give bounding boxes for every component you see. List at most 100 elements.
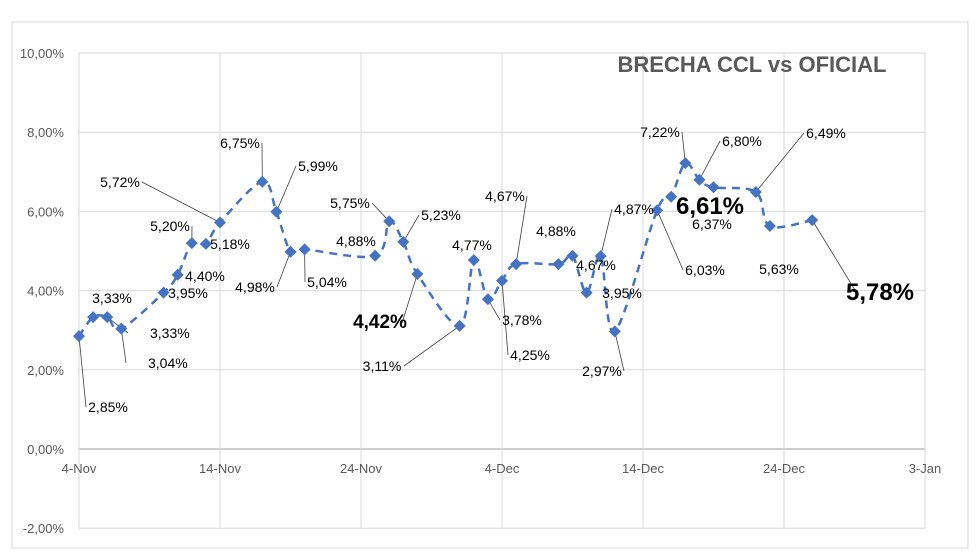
y-tick-label: 8,00% <box>27 125 64 140</box>
data-point-marker <box>651 204 664 217</box>
data-label: 4,87% <box>614 201 654 217</box>
data-label: 7,22% <box>640 124 680 140</box>
data-point-marker <box>806 214 819 227</box>
x-tick-label: 3-Jan <box>909 461 942 476</box>
data-point-marker <box>270 205 283 218</box>
data-point-marker <box>383 215 396 228</box>
series-line <box>77 161 813 337</box>
leader-line <box>276 251 291 288</box>
leader-line <box>600 208 613 257</box>
leader-line <box>78 336 87 408</box>
data-point-marker <box>256 175 269 188</box>
leader-line <box>120 328 127 364</box>
leader-line <box>699 140 721 180</box>
leader-line <box>141 181 221 223</box>
leader-line <box>276 165 297 212</box>
data-label: 2,85% <box>88 399 128 415</box>
data-label: 3,33% <box>150 325 190 341</box>
data-label: 4,67% <box>576 257 616 273</box>
data-label: 6,80% <box>722 133 762 149</box>
data-label: 3,04% <box>148 355 188 371</box>
data-label: 6,61% <box>676 193 744 220</box>
data-point-marker <box>185 237 198 250</box>
leader-line <box>401 273 418 324</box>
data-label: 4,98% <box>235 279 275 295</box>
data-point-marker <box>580 286 593 299</box>
x-tick-label: 24-Dec <box>763 461 805 476</box>
data-label: 4,42% <box>353 312 407 333</box>
x-tick-label: 24-Nov <box>340 461 382 476</box>
data-point-marker <box>594 250 607 263</box>
data-point-marker <box>284 245 297 258</box>
data-point-marker <box>101 311 114 324</box>
data-point-marker <box>115 322 128 335</box>
data-label: 3,95% <box>602 285 642 301</box>
leader-line <box>515 195 528 265</box>
data-point-marker <box>679 157 692 170</box>
y-tick-label: 4,00% <box>27 284 64 299</box>
data-point-marker <box>157 286 170 299</box>
data-point-marker <box>763 220 776 233</box>
data-point-marker <box>199 237 212 250</box>
data-label: 4,67% <box>485 188 525 204</box>
data-point-marker <box>496 274 508 287</box>
data-point-marker <box>214 216 226 229</box>
data-label: 5,18% <box>210 236 250 252</box>
data-label: 4,77% <box>452 237 492 253</box>
data-point-marker <box>608 325 621 338</box>
data-label: 6,49% <box>806 125 846 141</box>
data-point-marker <box>397 235 410 248</box>
data-label: 5,63% <box>759 261 799 277</box>
y-tick-label: 10,00% <box>20 46 65 61</box>
data-point-marker <box>87 311 100 324</box>
data-point-marker <box>693 173 706 186</box>
data-label: 2,97% <box>582 363 622 379</box>
leader-line <box>656 210 684 271</box>
data-label: 6,37% <box>692 216 732 232</box>
data-label: 4,25% <box>510 347 550 363</box>
leader-line <box>501 280 509 356</box>
data-point-marker <box>665 190 678 203</box>
data-point-marker <box>298 243 311 256</box>
data-point-marker <box>510 258 523 271</box>
y-tick-label: -2,00% <box>23 521 65 536</box>
data-point-marker <box>171 268 184 281</box>
data-label: 3,11% <box>363 358 402 374</box>
data-label: 5,99% <box>298 158 338 174</box>
data-label: 5,75% <box>330 195 370 211</box>
data-label: 6,75% <box>220 135 260 151</box>
leader-line <box>755 132 805 193</box>
data-label: 5,78% <box>846 279 914 306</box>
data-point-marker <box>369 249 382 262</box>
leader-line <box>402 214 420 243</box>
x-tick-label: 4-Dec <box>485 461 520 476</box>
y-tick-label: 2,00% <box>27 363 64 378</box>
data-label: 3,33% <box>92 290 132 306</box>
x-tick-label: 4-Nov <box>62 461 97 476</box>
data-point-marker <box>749 185 762 198</box>
data-label: 3,78% <box>502 312 542 328</box>
leader-line <box>811 219 859 296</box>
data-label: 5,20% <box>150 218 190 234</box>
chart-border <box>11 21 969 549</box>
data-point-marker <box>552 258 565 271</box>
data-point-marker <box>411 267 424 280</box>
x-tick-label: 14-Dec <box>622 461 664 476</box>
data-label: 5,23% <box>421 207 461 223</box>
data-point-marker <box>73 330 85 343</box>
data-point-marker <box>481 293 494 306</box>
chart-title: BRECHA CCL vs OFICIAL <box>618 52 887 77</box>
data-label: 5,04% <box>307 274 347 290</box>
data-point-marker <box>707 181 720 194</box>
leader-line <box>403 325 460 367</box>
data-label: 3,95% <box>168 285 208 301</box>
y-tick-label: 0,00% <box>27 442 64 457</box>
data-label: 5,72% <box>100 174 140 190</box>
y-tick-label: 6,00% <box>27 204 64 219</box>
x-tick-label: 14-Nov <box>199 461 241 476</box>
data-point-marker <box>453 319 466 332</box>
data-label: 4,88% <box>536 223 576 239</box>
data-label: 4,40% <box>185 268 225 284</box>
